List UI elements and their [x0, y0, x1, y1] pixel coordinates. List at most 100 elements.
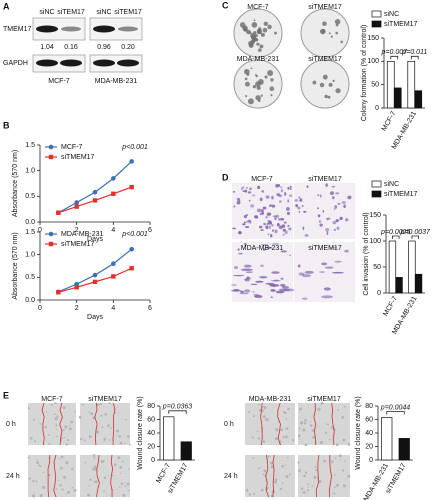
- cell: [280, 186, 283, 189]
- speck: [68, 427, 72, 431]
- y-axis-label: Wound closure rate (%): [355, 396, 362, 469]
- legend-label: siTMEM17: [61, 241, 95, 248]
- cell: [339, 216, 343, 221]
- wound-edge: [112, 402, 116, 446]
- cell: [261, 190, 264, 193]
- cell: [334, 205, 338, 209]
- speck: [248, 493, 252, 496]
- x-tick-label: MCF-7: [381, 110, 398, 132]
- marker: [74, 200, 79, 205]
- legend-label: MCF-7: [61, 144, 82, 151]
- cell: [243, 221, 246, 224]
- band: [36, 25, 58, 33]
- speck: [257, 467, 260, 470]
- cell: [232, 191, 236, 193]
- speck: [42, 485, 46, 489]
- bar: [386, 60, 395, 109]
- y-axis-label: Colony formation (% of control): [361, 25, 368, 121]
- cell: [246, 186, 248, 189]
- colony: [256, 85, 261, 90]
- colony: [255, 34, 259, 37]
- speck: [330, 460, 334, 464]
- cell: [322, 210, 325, 213]
- speck: [311, 485, 314, 488]
- speck: [299, 407, 303, 411]
- cell: [244, 189, 248, 193]
- cell: [237, 248, 240, 251]
- bar: [163, 416, 175, 461]
- cell: [274, 217, 277, 221]
- cell: [266, 246, 273, 249]
- bracket: [410, 55, 419, 60]
- y-tick-label: 0.0: [25, 297, 35, 304]
- annotation: p=0.0044: [380, 404, 410, 411]
- cell: [271, 229, 274, 232]
- colony: [258, 48, 262, 52]
- band: [93, 25, 115, 33]
- speck: [329, 439, 331, 441]
- speck: [65, 461, 69, 465]
- speck: [47, 457, 50, 459]
- cell: [265, 282, 275, 285]
- cell: [332, 221, 337, 225]
- colony: [243, 68, 250, 75]
- cell: [280, 189, 284, 193]
- speck: [263, 470, 267, 473]
- bracket: [411, 235, 419, 239]
- speck: [70, 420, 73, 424]
- speck: [89, 478, 92, 482]
- cell: [325, 183, 328, 188]
- y-tick-label: 1.5: [25, 142, 35, 149]
- cell: [258, 225, 263, 229]
- marker: [74, 204, 79, 209]
- cell: [286, 211, 291, 216]
- colony: [251, 22, 258, 28]
- cell: [319, 194, 322, 198]
- speck: [119, 486, 121, 488]
- speck: [125, 418, 128, 421]
- time-label: 0 h: [224, 421, 234, 428]
- x-tick-label: 6: [148, 227, 152, 234]
- blot: [32, 17, 86, 41]
- cell: [259, 212, 262, 216]
- x-tick-label: 2: [75, 305, 79, 312]
- speck: [303, 491, 306, 494]
- speck: [267, 486, 270, 489]
- cell: [260, 244, 269, 246]
- speck: [47, 434, 50, 436]
- speck: [262, 409, 265, 412]
- speck: [94, 480, 98, 484]
- colony: [319, 82, 325, 88]
- colony: [257, 78, 264, 85]
- cell: [326, 231, 329, 236]
- speck: [39, 465, 42, 468]
- cell: [239, 290, 245, 293]
- speck: [335, 443, 339, 446]
- dish: [300, 59, 350, 109]
- speck: [121, 460, 124, 463]
- cell: [298, 196, 301, 199]
- bar: [388, 240, 397, 294]
- series-line: [58, 160, 133, 214]
- speck: [67, 490, 71, 494]
- colony: [262, 27, 268, 33]
- speck: [341, 415, 345, 419]
- speck: [93, 466, 97, 470]
- speck: [114, 463, 117, 466]
- speck: [128, 489, 130, 492]
- speck: [68, 424, 71, 427]
- cell: [306, 185, 309, 189]
- colony: [319, 28, 326, 35]
- speck: [104, 413, 107, 416]
- cell: [245, 226, 250, 228]
- cell: [233, 265, 239, 270]
- speck: [83, 439, 86, 442]
- bar: [398, 438, 410, 461]
- cell: [243, 264, 252, 268]
- speck: [120, 482, 124, 486]
- speck: [55, 435, 58, 438]
- speck: [92, 468, 95, 471]
- colony: [255, 95, 261, 101]
- y-tick-label: 0: [369, 457, 373, 464]
